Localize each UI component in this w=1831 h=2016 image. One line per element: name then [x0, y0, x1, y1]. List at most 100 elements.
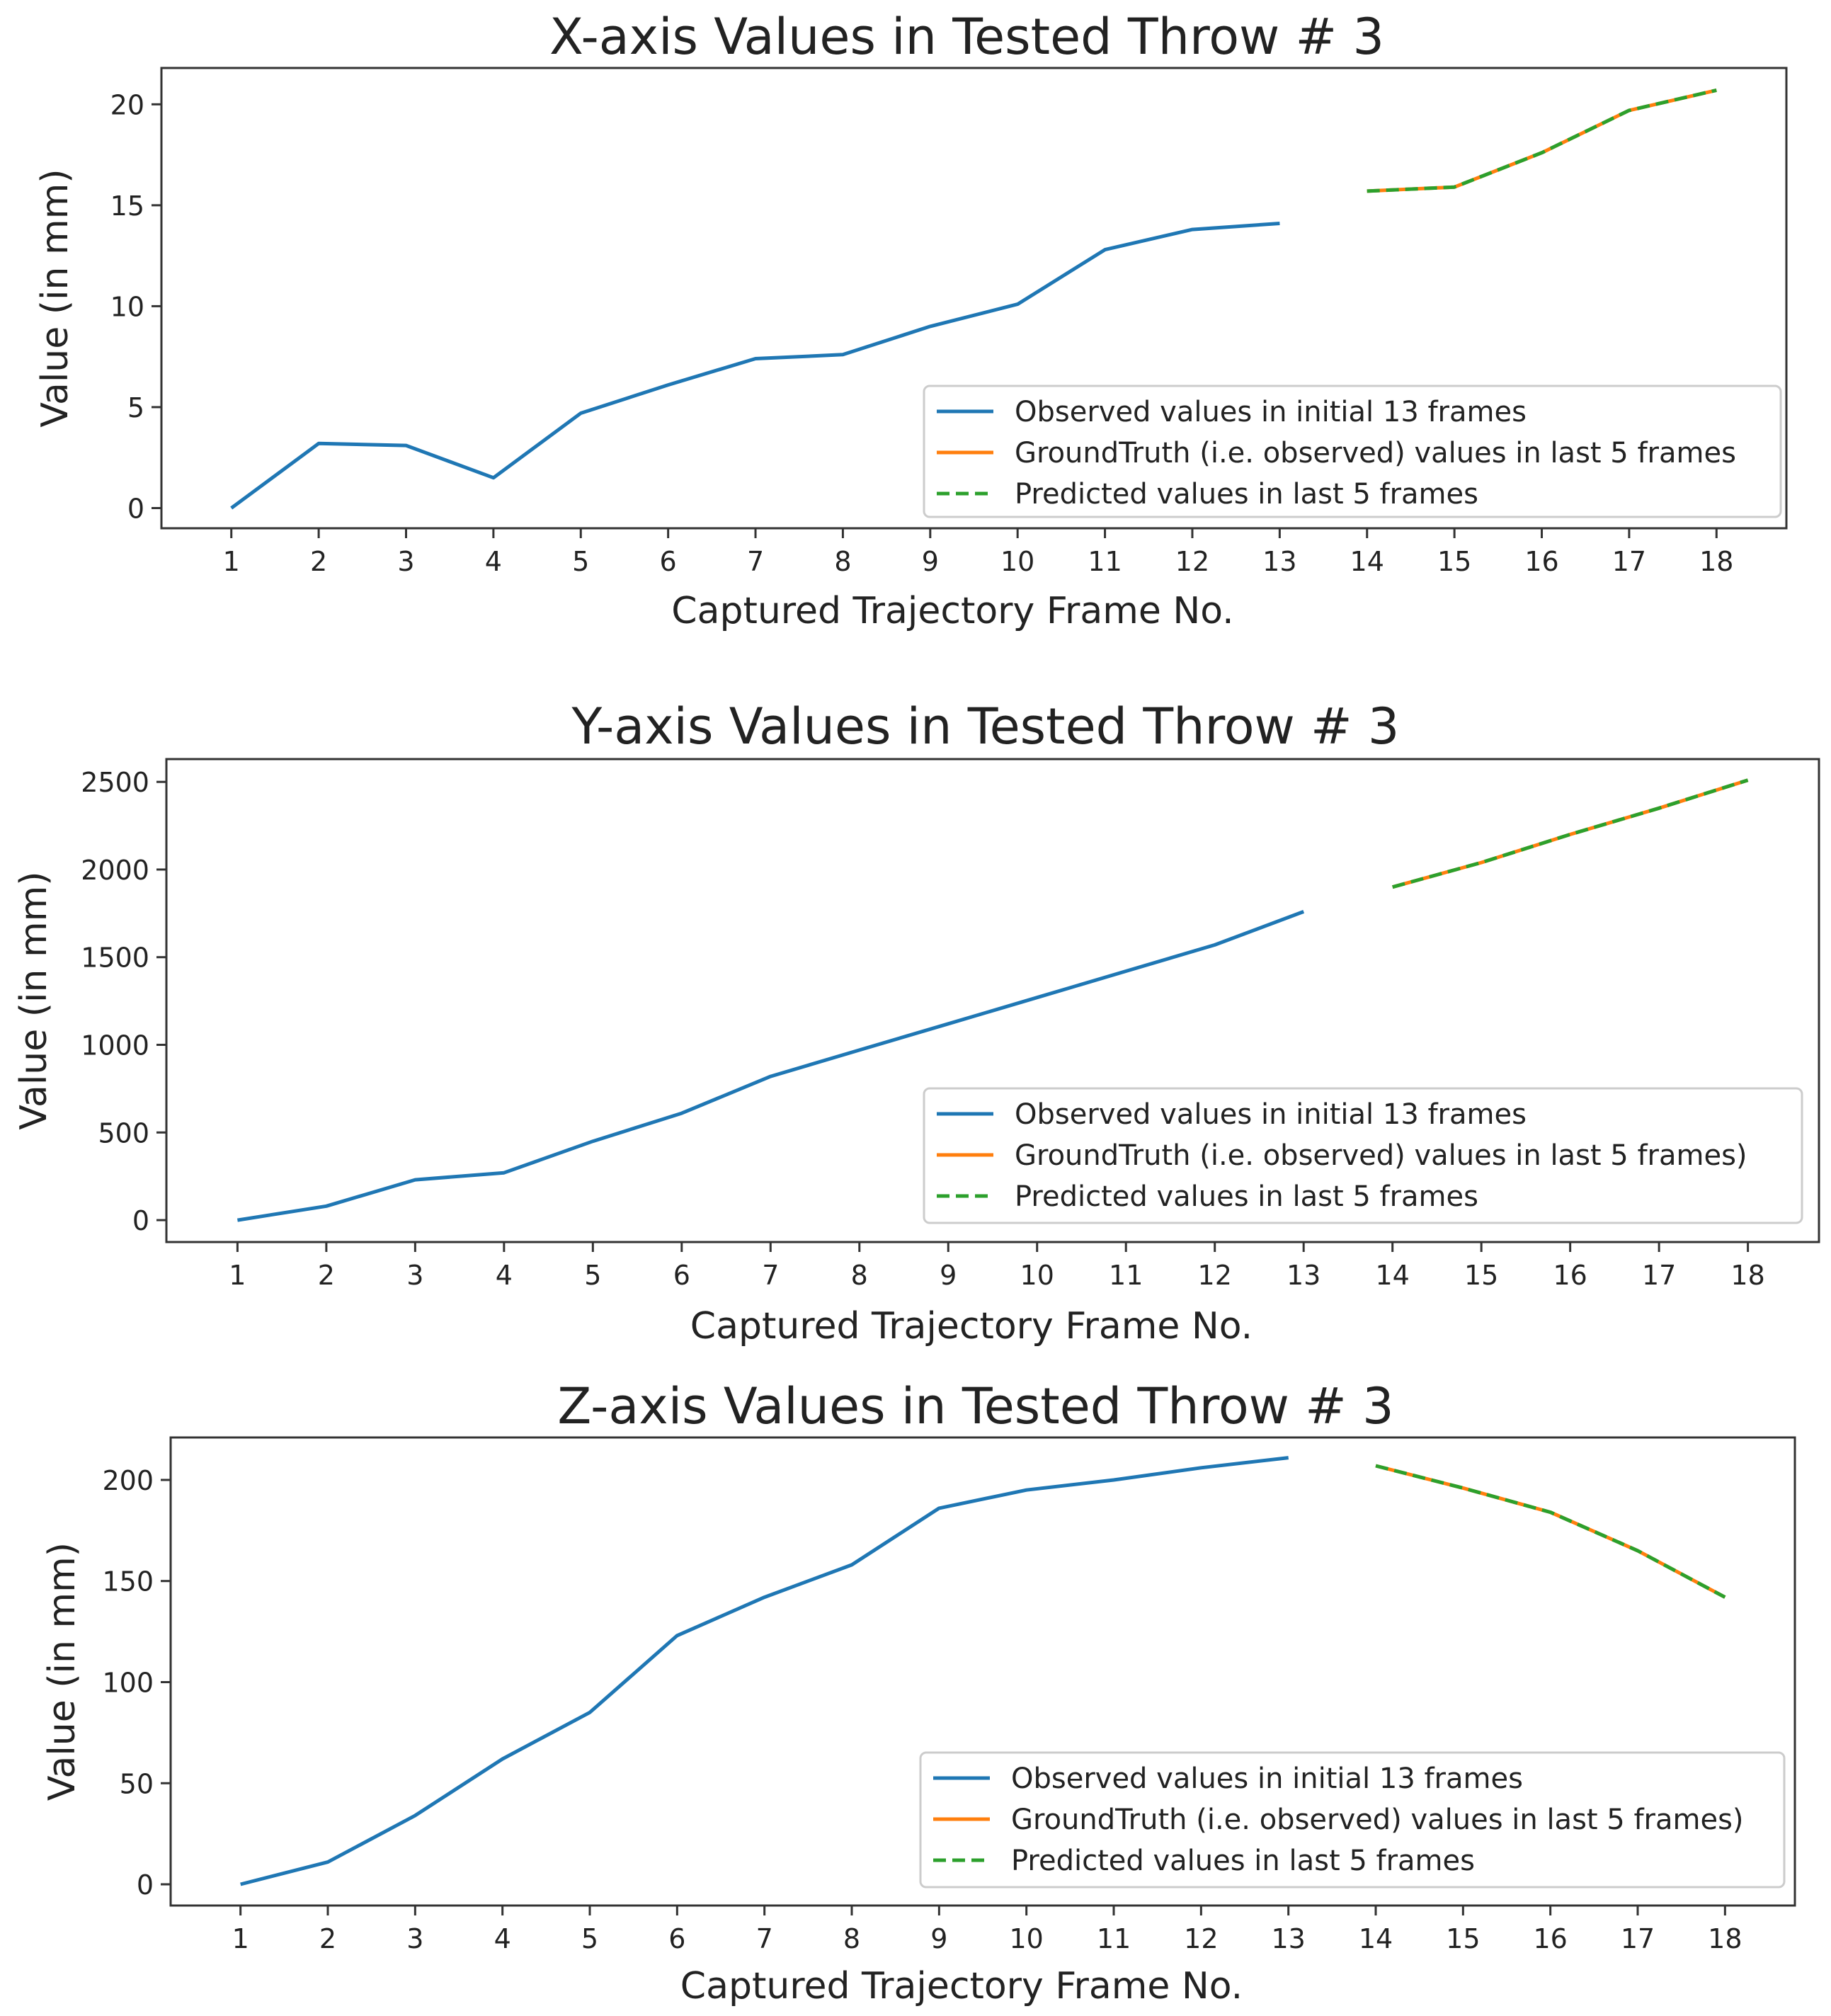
x-tick-label: 3	[397, 546, 414, 577]
x-tick-label: 1	[229, 1260, 246, 1291]
x-tick-label: 6	[673, 1260, 690, 1291]
x-tick-label: 8	[851, 1260, 868, 1291]
x-tick-label: 2	[310, 546, 327, 577]
series-line-observed	[237, 910, 1305, 1222]
y-tick-label: 0	[132, 1205, 149, 1236]
x-tick-label: 6	[668, 1923, 685, 1954]
x-tick-label: 4	[496, 1260, 513, 1291]
legend-entry: Predicted values in last 5 frames	[1011, 1845, 1475, 1877]
x-tick-label: 11	[1109, 1260, 1143, 1291]
x-tick-label: 3	[406, 1923, 423, 1954]
y-axis-label: Value (in mm)	[34, 169, 76, 427]
y-tick-label: 0	[127, 493, 144, 524]
series-line-groundtruth	[1375, 1464, 1726, 1599]
y-tick-label: 50	[120, 1768, 154, 1799]
y-tick-label: 100	[102, 1667, 154, 1698]
x-tick-label: 5	[572, 546, 589, 577]
y-axis-label: Value (in mm)	[13, 871, 55, 1129]
x-tick-label: 10	[1009, 1923, 1043, 1954]
legend: Observed values in initial 13 frames Grou…	[923, 385, 1782, 518]
series-line-observed	[240, 1456, 1289, 1886]
y-tick-label: 5	[127, 392, 144, 423]
legend-entry: Observed values in initial 13 frames	[1015, 1098, 1527, 1131]
legend-entry: GroundTruth (i.e. observed) values in la…	[1015, 1139, 1747, 1172]
legend: Observed values in initial 13 frames Grou…	[919, 1751, 1786, 1889]
x-tick-label: 12	[1198, 1260, 1232, 1291]
x-tick-label: 7	[756, 1923, 773, 1954]
x-tick-label: 8	[834, 546, 851, 577]
y-tick-label: 2500	[81, 767, 149, 798]
x-tick-label: 18	[1699, 546, 1733, 577]
x-tick-label: 10	[1000, 546, 1034, 577]
y-tick-label: 150	[102, 1566, 154, 1598]
x-tick-label: 15	[1437, 546, 1471, 577]
y-tick-label: 20	[110, 89, 144, 120]
x-tick-label: 1	[232, 1923, 249, 1954]
series-line-groundtruth	[1367, 88, 1717, 193]
chart-title: X-axis Values in Tested Throw # 3	[549, 8, 1384, 66]
subplot-x-axis: X-axis Values in Tested Throw # 31 2 3 4 5 6 7…	[34, 8, 1788, 632]
x-axis-label: Captured Trajectory Frame No.	[680, 1965, 1243, 2008]
series-line-predicted	[1392, 778, 1749, 889]
series-line-predicted	[1375, 1464, 1726, 1599]
y-tick-label: 500	[98, 1117, 149, 1149]
x-tick-label: 5	[584, 1260, 601, 1291]
legend: Observed values in initial 13 frames Grou…	[923, 1087, 1803, 1224]
x-tick-label: 17	[1621, 1923, 1655, 1954]
chart-title: Y-axis Values in Tested Throw # 3	[571, 697, 1400, 756]
x-tick-label: 11	[1088, 546, 1122, 577]
x-tick-label: 17	[1612, 546, 1646, 577]
x-tick-label: 1	[223, 546, 240, 577]
legend-entry: Predicted values in last 5 frames	[1015, 1180, 1478, 1213]
x-tick-label: 4	[494, 1923, 511, 1954]
x-axis-label: Captured Trajectory Frame No.	[690, 1305, 1253, 1348]
x-tick-label: 8	[843, 1923, 860, 1954]
x-tick-label: 16	[1524, 546, 1558, 577]
y-tick-label: 200	[102, 1465, 154, 1496]
series-line-predicted	[1367, 88, 1717, 193]
series-line-observed	[230, 222, 1280, 510]
legend-entry: GroundTruth (i.e. observed) values in la…	[1015, 437, 1736, 469]
x-tick-label: 3	[406, 1260, 423, 1291]
x-tick-label: 13	[1271, 1923, 1305, 1954]
x-tick-label: 2	[319, 1923, 336, 1954]
y-axis-label: Value (in mm)	[41, 1542, 84, 1801]
x-tick-label: 6	[660, 546, 677, 577]
subplot-y-axis: Y-axis Values in Tested Throw # 31 2 3 4 5 6 7…	[13, 697, 1820, 1348]
x-tick-label: 18	[1730, 1260, 1764, 1291]
x-tick-label: 12	[1184, 1923, 1218, 1954]
x-tick-label: 4	[485, 546, 502, 577]
legend-box	[919, 1751, 1786, 1889]
y-tick-label: 1500	[81, 942, 149, 974]
legend-entry: Observed values in initial 13 frames	[1015, 396, 1527, 428]
x-tick-label: 13	[1287, 1260, 1321, 1291]
x-tick-label: 16	[1553, 1260, 1587, 1291]
x-tick-label: 14	[1359, 1923, 1393, 1954]
x-tick-label: 7	[747, 546, 764, 577]
x-axis-label: Captured Trajectory Frame No.	[671, 590, 1233, 632]
y-tick-label: 10	[110, 291, 144, 322]
x-tick-label: 16	[1533, 1923, 1567, 1954]
x-tick-label: 10	[1020, 1260, 1054, 1291]
x-tick-label: 12	[1175, 546, 1209, 577]
x-tick-label: 13	[1262, 546, 1296, 577]
x-tick-label: 15	[1446, 1923, 1480, 1954]
y-tick-label: 0	[137, 1869, 154, 1901]
x-tick-label: 15	[1464, 1260, 1498, 1291]
x-tick-label: 17	[1642, 1260, 1676, 1291]
y-tick-label: 1000	[81, 1030, 149, 1061]
y-tick-label: 15	[110, 190, 144, 222]
legend-entry: Observed values in initial 13 frames	[1011, 1762, 1523, 1795]
x-tick-label: 2	[318, 1260, 335, 1291]
y-tick-label: 2000	[81, 855, 149, 886]
x-tick-label: 9	[930, 1923, 947, 1954]
x-tick-label: 14	[1375, 1260, 1409, 1291]
axes-frame	[169, 1436, 1796, 1907]
x-tick-label: 5	[581, 1923, 598, 1954]
x-tick-label: 18	[1708, 1923, 1742, 1954]
subplot-z-axis: Z-axis Values in Tested Throw # 31 2 3 4 5 6 7…	[41, 1377, 1796, 2008]
x-tick-label: 14	[1350, 546, 1384, 577]
x-tick-label: 7	[762, 1260, 779, 1291]
